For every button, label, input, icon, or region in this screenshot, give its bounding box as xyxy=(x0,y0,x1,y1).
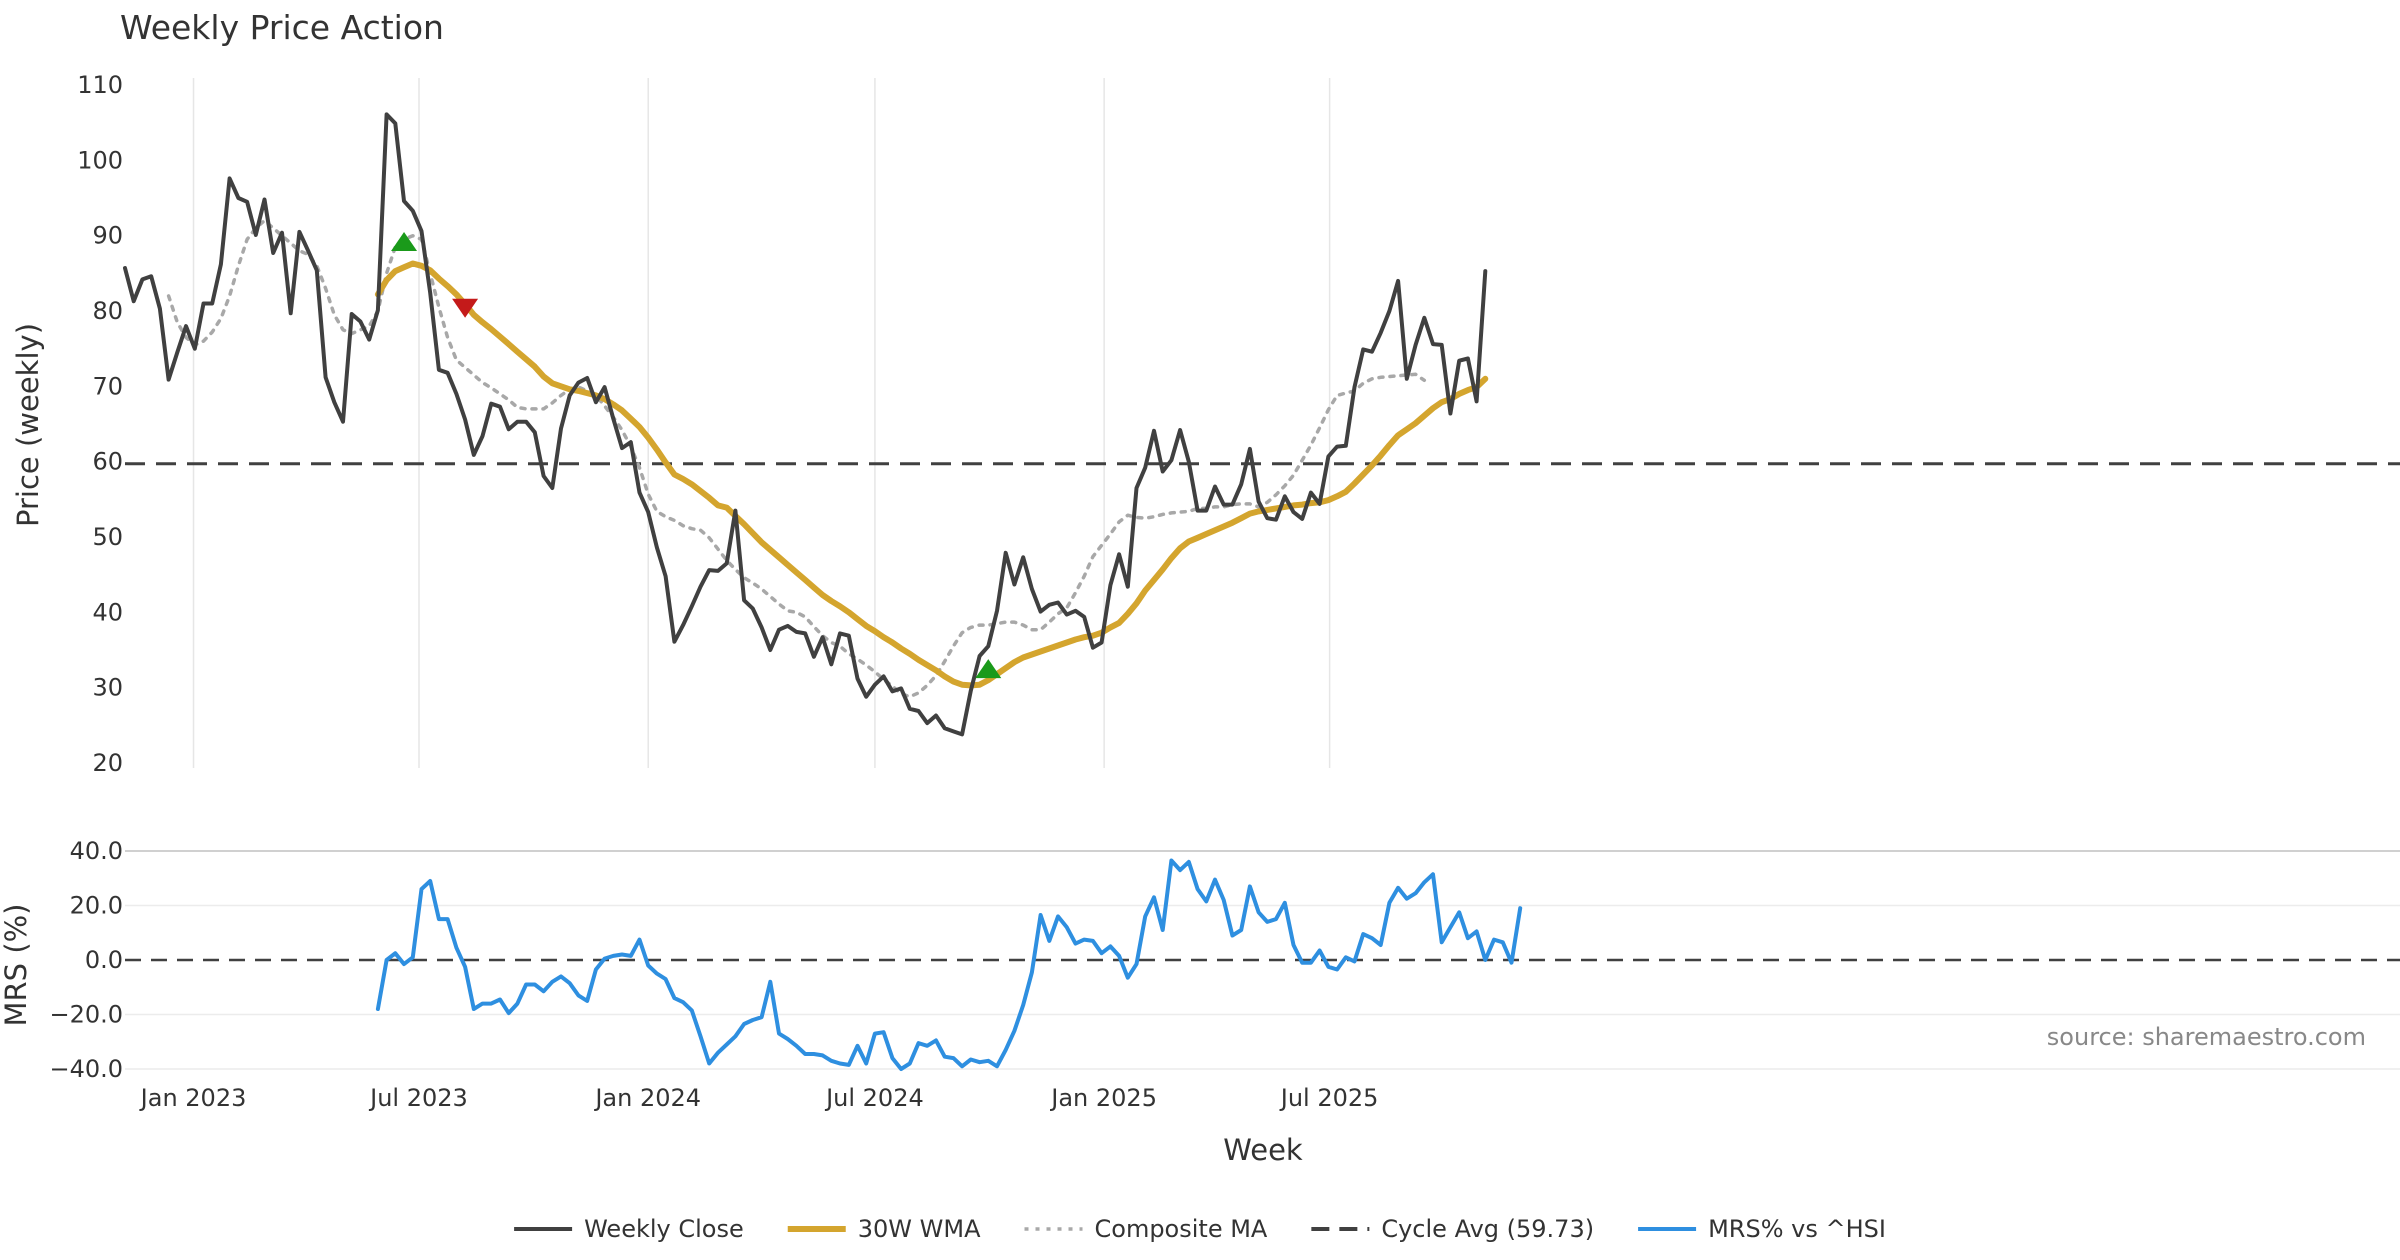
legend-label: Cycle Avg (59.73) xyxy=(1381,1215,1594,1243)
price-y-tick-label: 60 xyxy=(92,448,123,476)
legend-item: Cycle Avg (59.73) xyxy=(1311,1215,1594,1243)
mrs-y-axis-label: MRS (%) xyxy=(0,904,33,1027)
price-y-tick-label: 50 xyxy=(92,523,123,551)
weekly-close-line xyxy=(123,112,1488,737)
sell-signal-marker xyxy=(452,298,479,318)
price-y-tick-label: 100 xyxy=(77,146,123,174)
price-y-tick-label: 30 xyxy=(92,674,123,702)
x-tick-label: Jan 2025 xyxy=(1049,1084,1157,1112)
buy-signal-marker xyxy=(391,231,418,251)
price-y-tick-label: 40 xyxy=(92,598,123,626)
mrs-y-ticks: −40.0 −20.0 0.0 20.0 40.0 xyxy=(49,837,123,1083)
buy-signal-marker xyxy=(975,659,1002,679)
legend-items: Weekly Close 30W WMA Composite MA Cycle Avg… xyxy=(514,1215,1886,1243)
mrs-y-tick-label: 40.0 xyxy=(70,837,123,865)
legend-label: Composite MA xyxy=(1095,1215,1268,1243)
source-annotation: source: sharemaestro.com xyxy=(2047,1023,2366,1051)
price-y-tick-label: 70 xyxy=(92,372,123,400)
mrs-y-tick-label: −20.0 xyxy=(49,1001,123,1029)
legend-label: Weekly Close xyxy=(584,1215,744,1243)
x-tick-label: Jul 2023 xyxy=(368,1084,468,1112)
price-grid xyxy=(192,78,1331,768)
x-tick-label: Jan 2024 xyxy=(593,1084,701,1112)
price-y-tick-label: 80 xyxy=(92,297,123,325)
composite-ma-line xyxy=(166,218,1427,699)
x-axis-label: Week xyxy=(1223,1133,1303,1167)
x-ticks: Jan 2023 Jul 2023 Jan 2024 Jul 2024 Jan 2025… xyxy=(139,1084,1379,1112)
mrs-y-tick-label: 20.0 xyxy=(70,892,123,920)
price-y-tick-label: 110 xyxy=(77,71,123,99)
wma-30w-line xyxy=(374,260,1489,689)
legend: Weekly Close 30W WMA Composite MA Cycle Avg… xyxy=(514,1215,1886,1243)
signal-markers xyxy=(391,231,1002,679)
mrs-series xyxy=(375,858,1523,1071)
price-y-axis-label: Price (weekly) xyxy=(11,323,45,527)
mrs-y-tick-label: 0.0 xyxy=(85,946,123,974)
chart-title: Weekly Price Action xyxy=(120,8,444,47)
price-y-ticks: 20 30 40 50 60 70 80 90 100 110 xyxy=(77,71,123,777)
legend-item: 30W WMA xyxy=(787,1215,981,1243)
x-tick-label: Jan 2023 xyxy=(139,1084,247,1112)
price-series xyxy=(123,112,2400,737)
x-tick-label: Jul 2024 xyxy=(824,1084,924,1112)
legend-item: Weekly Close xyxy=(514,1215,744,1243)
price-y-tick-label: 90 xyxy=(92,222,123,250)
legend-label: 30W WMA xyxy=(858,1215,981,1243)
legend-item: Composite MA xyxy=(1024,1215,1268,1243)
price-y-tick-label: 20 xyxy=(92,749,123,777)
mrs-y-tick-label: −40.0 xyxy=(49,1055,123,1083)
mrs-line xyxy=(375,858,1523,1071)
x-tick-label: Jul 2025 xyxy=(1279,1084,1379,1112)
mrs-grid xyxy=(125,850,2400,1070)
legend-item: MRS% vs ^HSI xyxy=(1638,1215,1886,1243)
legend-label: MRS% vs ^HSI xyxy=(1708,1215,1886,1243)
